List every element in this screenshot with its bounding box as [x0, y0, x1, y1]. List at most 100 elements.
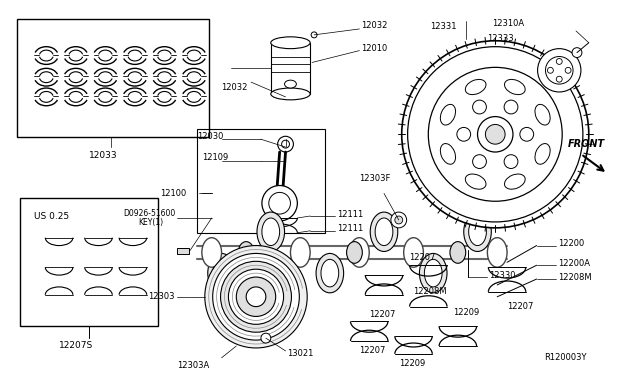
- Ellipse shape: [202, 238, 221, 267]
- Circle shape: [547, 67, 554, 73]
- Text: 12208M: 12208M: [558, 273, 592, 282]
- Text: 12033: 12033: [88, 151, 117, 160]
- Circle shape: [246, 287, 266, 307]
- Bar: [20, 198, 157, 326]
- Text: 12207: 12207: [369, 310, 396, 319]
- Text: 12030: 12030: [197, 132, 223, 141]
- Circle shape: [485, 125, 505, 144]
- Ellipse shape: [404, 238, 424, 267]
- Circle shape: [261, 333, 271, 343]
- Bar: [271, 43, 310, 94]
- Ellipse shape: [262, 218, 280, 246]
- Circle shape: [228, 269, 284, 324]
- Circle shape: [428, 67, 562, 201]
- Ellipse shape: [419, 253, 447, 293]
- Circle shape: [395, 216, 403, 224]
- Ellipse shape: [440, 105, 456, 125]
- Text: US 0.25: US 0.25: [35, 212, 70, 221]
- Ellipse shape: [271, 88, 310, 100]
- Circle shape: [477, 116, 513, 152]
- Text: 12032: 12032: [221, 83, 248, 92]
- Circle shape: [504, 155, 518, 169]
- Text: 12100: 12100: [161, 189, 187, 198]
- Text: 12200: 12200: [558, 239, 584, 248]
- Circle shape: [311, 32, 317, 38]
- Text: R120003Y: R120003Y: [545, 353, 587, 362]
- Circle shape: [472, 155, 486, 169]
- Ellipse shape: [316, 253, 344, 293]
- Circle shape: [212, 253, 300, 340]
- Ellipse shape: [375, 218, 393, 246]
- Text: 12333: 12333: [488, 34, 514, 43]
- Ellipse shape: [535, 105, 550, 125]
- Ellipse shape: [424, 259, 442, 287]
- Text: FRONT: FRONT: [568, 139, 605, 149]
- Text: 12207S: 12207S: [59, 341, 93, 350]
- Ellipse shape: [465, 174, 486, 189]
- Ellipse shape: [504, 174, 525, 189]
- Text: 12207: 12207: [408, 253, 435, 262]
- Ellipse shape: [291, 238, 310, 267]
- Circle shape: [391, 212, 406, 228]
- Circle shape: [504, 100, 518, 114]
- Text: 12200A: 12200A: [558, 259, 590, 268]
- Ellipse shape: [504, 79, 525, 94]
- Text: 12207: 12207: [360, 346, 386, 355]
- Ellipse shape: [238, 242, 254, 263]
- Circle shape: [408, 46, 583, 222]
- Ellipse shape: [257, 212, 285, 251]
- Text: 12331: 12331: [430, 22, 457, 31]
- Circle shape: [269, 192, 291, 214]
- Text: KEY(1): KEY(1): [138, 218, 163, 227]
- Text: 12010: 12010: [362, 44, 388, 53]
- Bar: [17, 19, 209, 137]
- Circle shape: [262, 186, 298, 221]
- Ellipse shape: [465, 79, 486, 94]
- Text: 12032: 12032: [362, 20, 388, 29]
- Ellipse shape: [349, 238, 369, 267]
- Circle shape: [282, 140, 289, 148]
- Circle shape: [236, 277, 276, 317]
- Ellipse shape: [468, 218, 486, 246]
- Bar: [197, 129, 325, 233]
- Text: 12303A: 12303A: [177, 361, 209, 370]
- Text: 12209: 12209: [453, 308, 479, 317]
- Circle shape: [221, 261, 291, 332]
- Text: 12111: 12111: [337, 224, 363, 233]
- Ellipse shape: [464, 212, 492, 251]
- Text: D0926-51600: D0926-51600: [123, 209, 175, 218]
- Ellipse shape: [488, 238, 507, 267]
- Ellipse shape: [212, 259, 230, 287]
- Text: 13021: 13021: [287, 349, 314, 358]
- Circle shape: [556, 58, 562, 64]
- Ellipse shape: [440, 144, 456, 164]
- Ellipse shape: [535, 144, 550, 164]
- Circle shape: [278, 136, 293, 152]
- Circle shape: [520, 128, 534, 141]
- Circle shape: [402, 41, 589, 228]
- Text: 12209: 12209: [399, 359, 425, 368]
- Text: 12208M: 12208M: [413, 287, 447, 296]
- Circle shape: [457, 128, 470, 141]
- Circle shape: [472, 100, 486, 114]
- Circle shape: [538, 49, 581, 92]
- Text: 12303: 12303: [148, 292, 174, 301]
- Circle shape: [545, 57, 573, 84]
- Circle shape: [565, 67, 571, 73]
- Ellipse shape: [347, 242, 362, 263]
- Circle shape: [572, 48, 582, 58]
- Ellipse shape: [285, 80, 296, 88]
- Bar: [177, 247, 189, 254]
- Ellipse shape: [370, 212, 398, 251]
- Circle shape: [556, 76, 562, 82]
- Ellipse shape: [271, 37, 310, 49]
- Text: 12111: 12111: [337, 209, 363, 219]
- Text: 12207: 12207: [507, 302, 534, 311]
- Ellipse shape: [208, 253, 236, 293]
- Text: 12330: 12330: [490, 270, 516, 280]
- Text: 12109: 12109: [202, 153, 228, 163]
- Text: 12303F: 12303F: [360, 174, 391, 183]
- Ellipse shape: [450, 242, 466, 263]
- Circle shape: [205, 246, 307, 348]
- Ellipse shape: [321, 259, 339, 287]
